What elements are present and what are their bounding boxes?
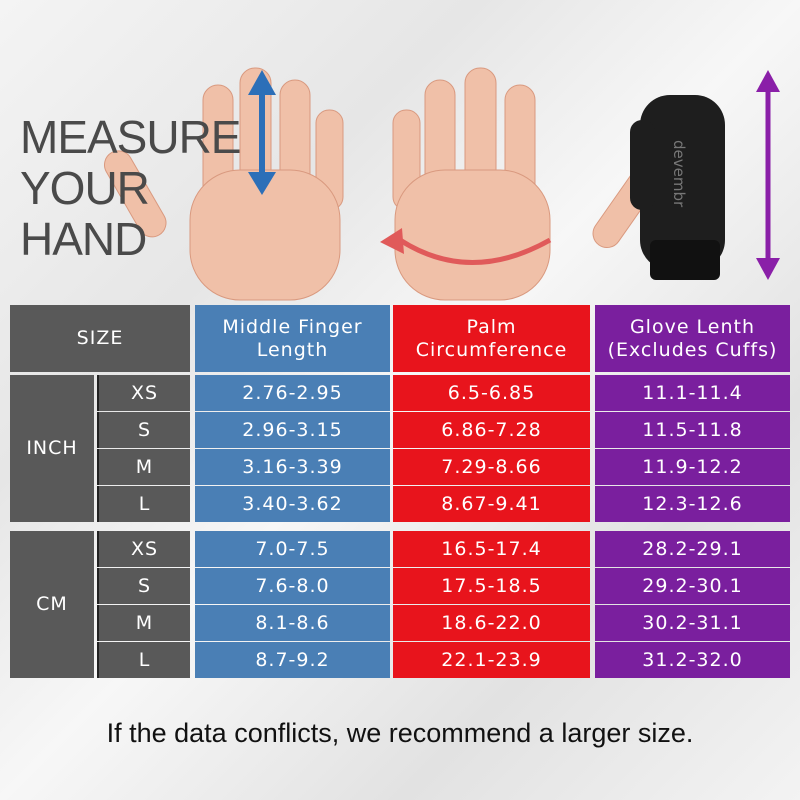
size-value: 8.7-9.2 — [195, 642, 390, 678]
size-value: 28.2-29.1 — [595, 531, 790, 567]
cell-text: 12.3-12.6 — [642, 492, 743, 515]
cell-text: 17.5-18.5 — [441, 574, 542, 597]
size-value: 29.2-30.1 — [595, 568, 790, 604]
size-value: 17.5-18.5 — [393, 568, 590, 604]
size-value: 11.9-12.2 — [595, 449, 790, 485]
size-value: 8.67-9.41 — [393, 486, 590, 522]
size-value: 12.3-12.6 — [595, 486, 790, 522]
right-hand — [392, 67, 660, 301]
cell-text: 28.2-29.1 — [642, 537, 743, 560]
cell-text: Middle Finger — [222, 315, 363, 338]
cell-text: INCH — [26, 437, 78, 459]
cell-text: 11.5-11.8 — [642, 418, 743, 441]
column-header: Palm Circumference — [393, 305, 590, 372]
cell-text: 11.9-12.2 — [642, 455, 743, 478]
cell-text: XS — [130, 381, 159, 404]
glove-arrow — [756, 70, 780, 280]
cell-text: 7.0-7.5 — [255, 537, 330, 560]
cell-text: 2.96-3.15 — [242, 418, 343, 441]
size-label: L — [97, 486, 190, 522]
cell-text: (Excludes Cuffs) — [607, 338, 778, 361]
size-value: 16.5-17.4 — [393, 531, 590, 567]
finger-arrow — [248, 70, 276, 195]
title-line: HAND — [20, 213, 147, 265]
cell-text: L — [138, 492, 151, 515]
column-header: Middle Finger Length — [195, 305, 390, 372]
cell-text: 8.67-9.41 — [441, 492, 542, 515]
size-value: 7.6-8.0 — [195, 568, 390, 604]
cell-text: XS — [130, 537, 159, 560]
cell-text: S — [137, 418, 152, 441]
cell-text: S — [137, 574, 152, 597]
size-label: S — [97, 412, 190, 448]
size-value: 30.2-31.1 — [595, 605, 790, 641]
size-label: S — [97, 568, 190, 604]
cell-text: Circumference — [415, 338, 568, 361]
title-line: YOUR — [20, 162, 150, 214]
size-label: XS — [97, 531, 190, 567]
cell-text: 30.2-31.1 — [642, 611, 743, 634]
size-label: L — [97, 642, 190, 678]
size-value: 7.0-7.5 — [195, 531, 390, 567]
cell-text: 22.1-23.9 — [441, 648, 542, 671]
cell-text: 6.86-7.28 — [441, 418, 542, 441]
palm-arrow — [398, 237, 552, 265]
cell-text: 31.2-32.0 — [642, 648, 743, 671]
unit-label: CM — [10, 531, 94, 678]
cell-text: 8.7-9.2 — [255, 648, 330, 671]
size-value: 31.2-32.0 — [595, 642, 790, 678]
cell-text: 2.76-2.95 — [242, 381, 343, 404]
cell-text: 8.1-8.6 — [255, 611, 330, 634]
cell-text: 18.6-22.0 — [441, 611, 542, 634]
left-hand — [104, 67, 344, 301]
cell-text: M — [135, 455, 154, 478]
cell-text: Length — [256, 338, 329, 361]
size-value: 11.1-11.4 — [595, 375, 790, 411]
size-value: 3.40-3.62 — [195, 486, 390, 522]
cell-text: 7.29-8.66 — [441, 455, 542, 478]
size-value: 11.5-11.8 — [595, 412, 790, 448]
cell-text: L — [138, 648, 151, 671]
size-value: 3.16-3.39 — [195, 449, 390, 485]
size-value: 6.86-7.28 — [393, 412, 590, 448]
cell-text: 3.40-3.62 — [242, 492, 343, 515]
cell-text: 16.5-17.4 — [441, 537, 542, 560]
size-value: 2.76-2.95 — [195, 375, 390, 411]
size-value: 2.96-3.15 — [195, 412, 390, 448]
cell-text: 7.6-8.0 — [255, 574, 330, 597]
size-value: 6.5-6.85 — [393, 375, 590, 411]
size-value: 7.29-8.66 — [393, 449, 590, 485]
footer-note: If the data conflicts, we recommend a la… — [106, 718, 694, 748]
size-label: XS — [97, 375, 190, 411]
illustration: devembr — [104, 67, 780, 301]
cell-text: 3.16-3.39 — [242, 455, 343, 478]
cell-text: 29.2-30.1 — [642, 574, 743, 597]
cell-text: Palm — [466, 315, 517, 338]
column-header: Glove Lenth (Excludes Cuffs) — [595, 305, 790, 372]
size-value: 22.1-23.9 — [393, 642, 590, 678]
size-value: 8.1-8.6 — [195, 605, 390, 641]
column-header: SIZE — [10, 305, 190, 372]
cell-text: CM — [36, 593, 68, 615]
title: MEASURE YOUR HAND — [20, 111, 241, 265]
cell-text: M — [135, 611, 154, 634]
size-value: 18.6-22.0 — [393, 605, 590, 641]
cell-text: 11.1-11.4 — [642, 381, 743, 404]
unit-label: INCH — [10, 375, 94, 522]
glove-brand: devembr — [670, 140, 688, 208]
size-label: M — [97, 605, 190, 641]
palm-arrowhead — [380, 228, 404, 254]
cell-text: Glove Lenth — [629, 315, 756, 338]
title-line: MEASURE — [20, 111, 241, 163]
glove: devembr — [630, 95, 725, 280]
cell-text: 6.5-6.85 — [447, 381, 536, 404]
size-label: M — [97, 449, 190, 485]
cell-text: SIZE — [76, 327, 124, 349]
